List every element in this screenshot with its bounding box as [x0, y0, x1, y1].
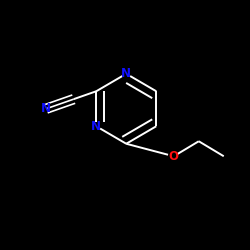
Text: O: O — [169, 150, 179, 163]
Text: N: N — [91, 120, 101, 133]
Text: N: N — [41, 102, 51, 115]
Text: N: N — [121, 67, 131, 80]
